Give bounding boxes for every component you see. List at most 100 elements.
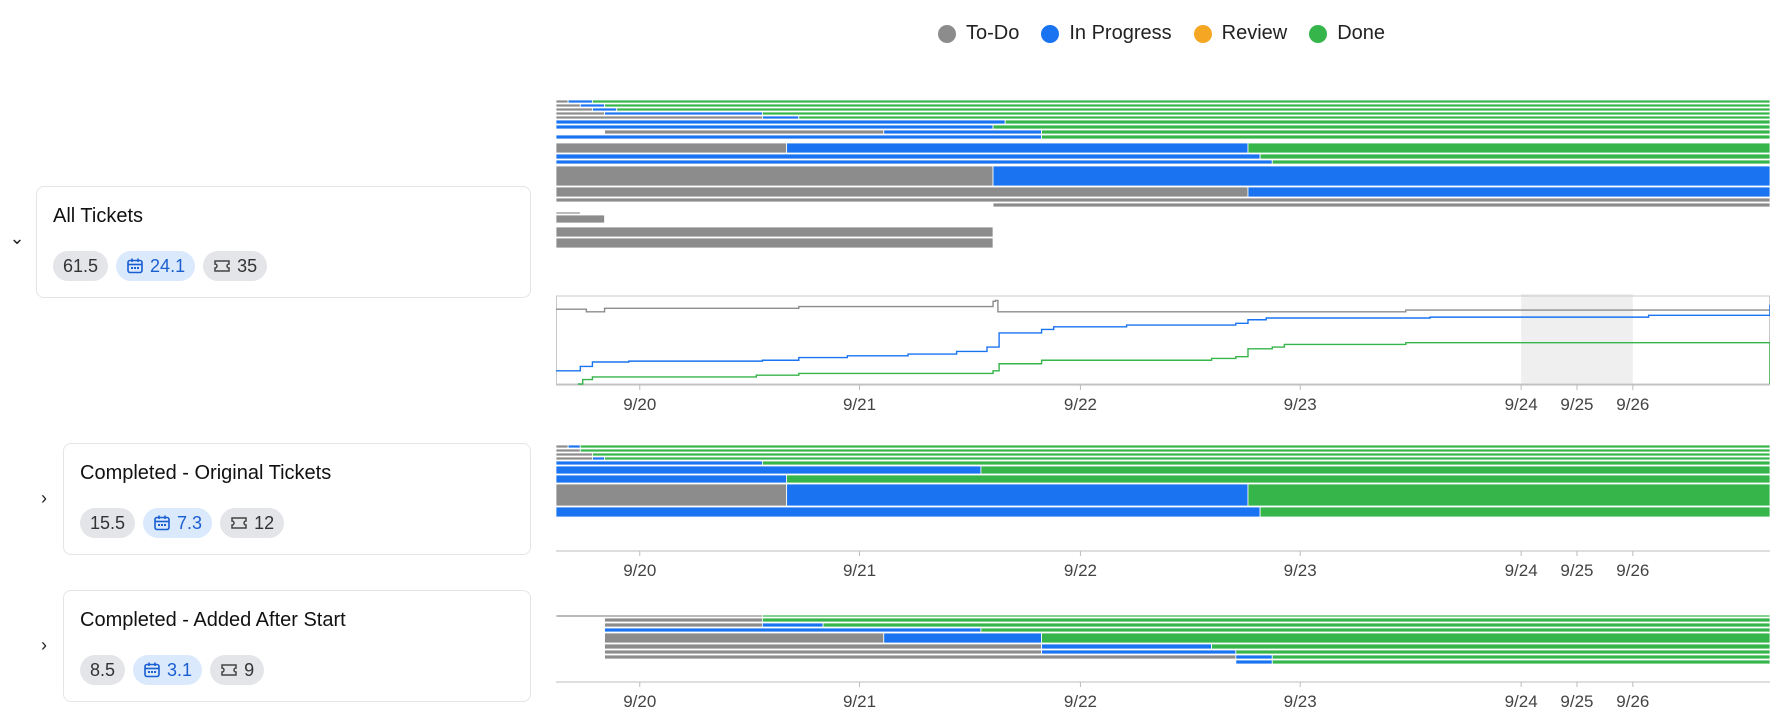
- ticket-status-bar: [761, 111, 1770, 116]
- ticket-status-bar: [980, 465, 1770, 475]
- review-dot-icon: [1193, 24, 1212, 43]
- ticket-status-bar: [798, 115, 1770, 120]
- legend-item-done[interactable]: Done: [1309, 22, 1385, 45]
- legend-item-review[interactable]: Review: [1193, 22, 1287, 45]
- x-axis-tick-label: 9/21: [843, 692, 876, 711]
- in-progress-dot-icon: [1041, 24, 1060, 43]
- x-axis-tick-label: 9/23: [1284, 692, 1317, 711]
- x-axis-tick-label: 9/21: [843, 395, 876, 414]
- x-axis-tick-label: 9/26: [1616, 561, 1649, 580]
- ticket-status-bar: [556, 159, 1273, 165]
- ticket-status-bar: [556, 214, 605, 224]
- ticket-status-bar: [761, 617, 1770, 623]
- x-axis-tick-label: 9/24: [1505, 561, 1538, 580]
- x-axis-tick-label: 9/25: [1560, 692, 1593, 711]
- group-card-all-tickets[interactable]: All Tickets 61.5 24.1 35: [36, 186, 531, 298]
- ticket-count-badge: 9: [210, 655, 265, 685]
- to-do-dot-icon: [938, 24, 956, 43]
- ticket-status-bar: [604, 643, 1043, 650]
- calendar-icon: [154, 515, 170, 531]
- x-axis-tick-label: 9/22: [1064, 395, 1097, 414]
- x-axis-tick-label: 9/20: [623, 561, 656, 580]
- group-card-completed-added[interactable]: Completed - Added After Start 8.5 3.1 9: [63, 590, 531, 702]
- ticket-status-bar: [1041, 643, 1212, 650]
- expand-chevron-icon[interactable]: ›: [41, 635, 47, 655]
- ticket-icon: [221, 664, 237, 676]
- ticket-status-bar: [761, 614, 1770, 618]
- ticket-status-bar: [604, 632, 885, 644]
- days-badge: 24.1: [116, 251, 196, 281]
- ticket-status-bar: [556, 237, 994, 249]
- group-card-completed-original[interactable]: Completed - Original Tickets 15.5 7.3 12: [63, 443, 531, 555]
- collapse-chevron-icon[interactable]: ⌄: [9, 228, 25, 248]
- expand-chevron-icon[interactable]: ›: [41, 488, 47, 508]
- ticket-status-bar: [556, 456, 593, 461]
- done-dot-icon: [1309, 24, 1328, 43]
- x-axis-tick-label: 9/20: [623, 692, 656, 711]
- x-axis-tick-label: 9/23: [1284, 561, 1317, 580]
- cumulative-line-done: [577, 341, 1770, 385]
- ticket-status-bar: [1235, 659, 1273, 665]
- legend-label: In Progress: [1069, 22, 1172, 44]
- ticket-status-bar: [1247, 142, 1770, 154]
- ticket-status-bar: [604, 627, 982, 633]
- story-points-badge: 61.5: [53, 251, 109, 281]
- days-badge: 7.3: [143, 508, 213, 538]
- ticket-status-bar: [567, 444, 581, 449]
- ticket-status-bar: [556, 444, 569, 449]
- ticket-icon: [214, 260, 230, 272]
- ticket-status-bar: [556, 452, 593, 457]
- ticket-status-bar: [556, 165, 994, 187]
- ticket-status-bar: [604, 654, 1237, 660]
- ticket-status-bar: [579, 444, 1770, 449]
- ticket-status-bar: [579, 103, 605, 108]
- ticket-status-bar: [786, 483, 1249, 507]
- ticket-status-bar: [604, 649, 1043, 655]
- x-axis-tick-label: 9/20: [623, 395, 656, 414]
- ticket-status-bar: [1259, 506, 1770, 518]
- group-title: Completed - Added After Start: [80, 609, 346, 631]
- ticket-status-bar: [556, 197, 1770, 203]
- ticket-count-badge: 35: [203, 251, 268, 281]
- ticket-status-bar: [1271, 659, 1770, 665]
- story-points-badge: 15.5: [80, 508, 136, 538]
- ticket-status-bar: [556, 103, 581, 108]
- ticket-status-bar: [761, 460, 1770, 466]
- timeline-chart-completed-added: 9/20 9/21 9/22 9/23 9/24 9/25 9/26: [556, 612, 1770, 720]
- calendar-icon: [144, 662, 160, 678]
- x-axis-tick-label: 9/26: [1616, 692, 1649, 711]
- ticket-status-bar: [980, 627, 1770, 633]
- ticket-status-bar: [992, 202, 1770, 208]
- ticket-status-bar: [1235, 654, 1273, 660]
- ticket-status-bar: [1041, 632, 1770, 644]
- ticket-status-bar: [556, 153, 1261, 160]
- ticket-status-bar: [592, 452, 1770, 457]
- ticket-status-bar: [604, 456, 1770, 461]
- ticket-status-bar: [786, 474, 1770, 484]
- ticket-status-bar: [1247, 186, 1770, 198]
- legend-label: To-Do: [966, 22, 1020, 44]
- x-axis-tick-label: 9/21: [843, 561, 876, 580]
- x-axis-tick-label: 9/25: [1560, 395, 1593, 414]
- x-axis-tick-label: 9/24: [1505, 395, 1538, 414]
- legend-item-to-do[interactable]: To-Do: [938, 22, 1019, 45]
- ticket-status-bar: [556, 448, 581, 453]
- days-badge: 3.1: [133, 655, 203, 685]
- x-axis-tick-label: 9/22: [1064, 692, 1097, 711]
- ticket-status-bar: [592, 456, 605, 461]
- ticket-status-bar: [786, 142, 1249, 154]
- cumulative-line-prog: [556, 304, 1770, 372]
- ticket-status-bar: [592, 99, 1770, 104]
- legend-item-in-progress[interactable]: In Progress: [1041, 22, 1172, 45]
- ticket-status-bar: [1235, 649, 1770, 655]
- ticket-status-bar: [556, 226, 994, 238]
- ticket-status-bar: [604, 111, 763, 116]
- ticket-status-bar: [761, 115, 800, 120]
- x-axis-tick-label: 9/24: [1505, 692, 1538, 711]
- ticket-status-bar: [556, 134, 1043, 140]
- ticket-status-bar: [556, 124, 994, 130]
- weekend-shade: [1521, 294, 1633, 385]
- ticket-status-bar: [992, 165, 1770, 187]
- ticket-status-bar: [761, 622, 824, 628]
- ticket-status-bar: [616, 107, 1770, 112]
